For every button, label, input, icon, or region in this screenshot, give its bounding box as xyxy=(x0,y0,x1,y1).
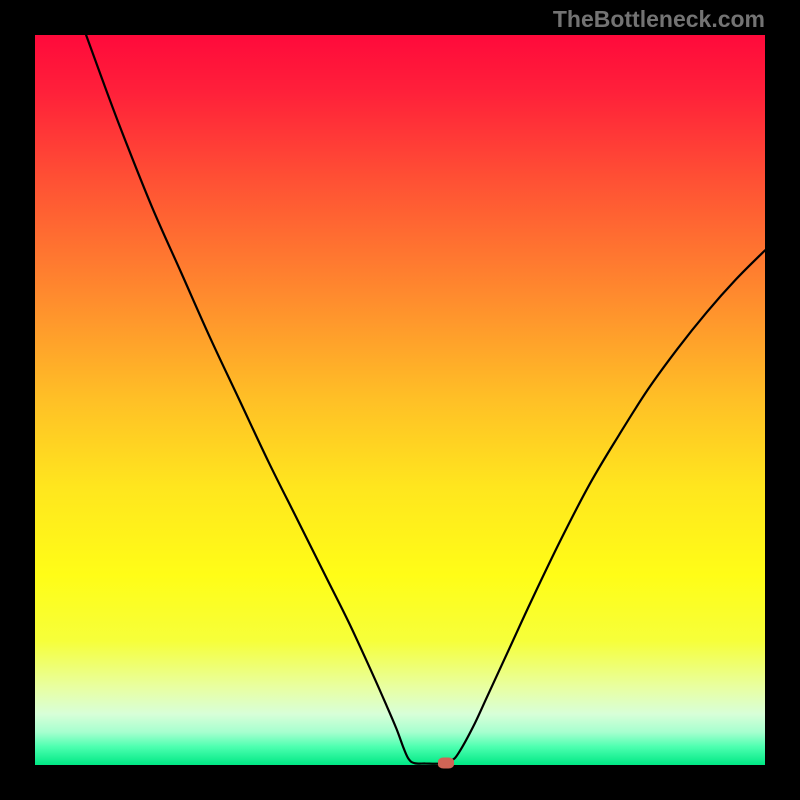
source-watermark: TheBottleneck.com xyxy=(553,6,765,33)
bottleneck-curve xyxy=(35,35,765,765)
optimal-point-marker xyxy=(438,757,454,768)
plot-area xyxy=(35,35,765,765)
